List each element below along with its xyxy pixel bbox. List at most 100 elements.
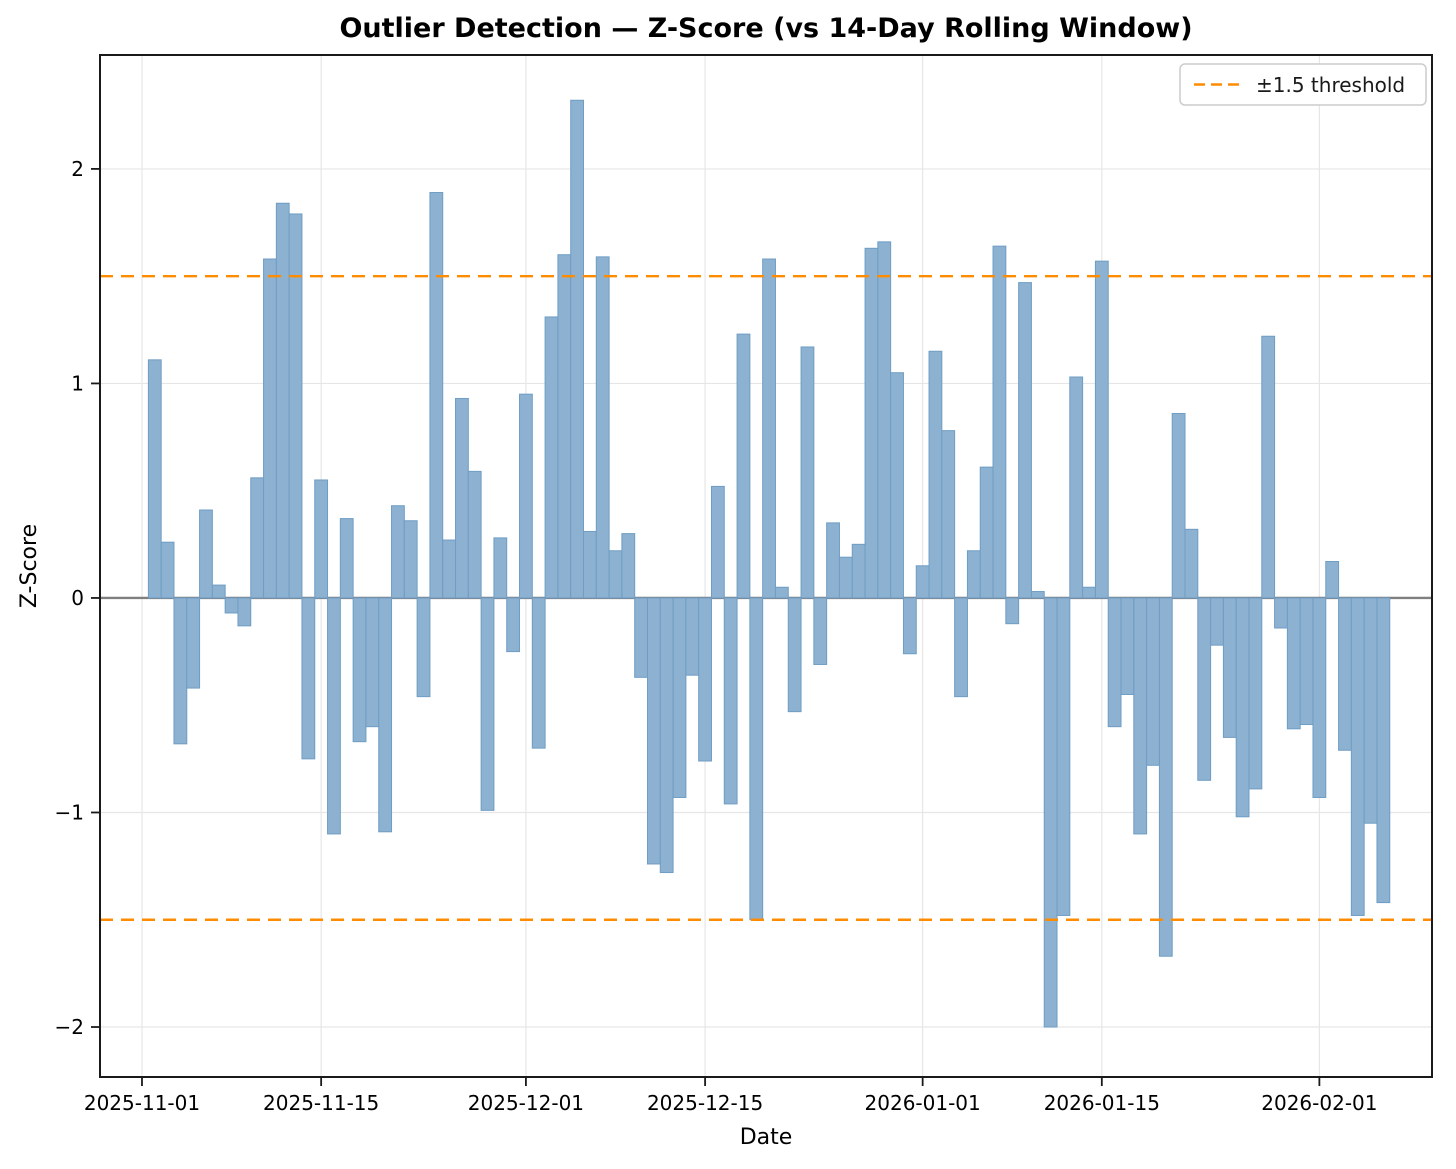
legend: ±1.5 threshold: [1179, 63, 1427, 106]
zscore-bar: [698, 597, 712, 762]
zscore-bar: [1107, 597, 1122, 728]
zscore-bar: [1082, 586, 1096, 599]
zscore-bar: [1312, 597, 1327, 798]
zscore-bar: [941, 430, 956, 599]
zscore-bar: [710, 485, 725, 599]
zscore-bar: [1030, 591, 1045, 599]
zscore-bar: [1069, 376, 1084, 599]
x-tick-label: 2026-01-15: [1044, 1091, 1160, 1115]
zscore-bar: [531, 597, 546, 749]
legend-box: [1179, 63, 1427, 106]
zscore-bar: [813, 597, 828, 665]
x-tick-label: 2026-02-01: [1261, 1091, 1377, 1115]
y-tick-label: 1: [71, 371, 84, 395]
zscore-bar: [992, 245, 1007, 599]
zscore-bar: [314, 479, 329, 599]
zscore-bar: [224, 597, 239, 614]
zscore-bar: [1248, 597, 1263, 790]
zscore-bar: [838, 556, 853, 599]
zscore-bar: [1018, 282, 1032, 599]
zscore-bar: [634, 597, 648, 678]
zscore-bar: [966, 550, 981, 599]
x-tick-label: 2025-12-01: [468, 1091, 584, 1115]
zscore-bar: [672, 597, 687, 798]
y-tick-label: 2: [71, 157, 84, 181]
y-tick-label: −2: [55, 1015, 84, 1039]
zscore-bar: [442, 539, 457, 599]
zscore-bar: [467, 470, 482, 599]
zscore-bar: [1120, 597, 1135, 696]
zscore-bar: [902, 597, 917, 655]
zscore-bar: [1350, 597, 1365, 916]
zscore-bar: [173, 597, 188, 745]
zscore-bar: [1146, 597, 1160, 766]
zscore-bar: [608, 550, 623, 599]
zscore-bar: [954, 597, 968, 698]
zscore-bar: [1171, 412, 1186, 599]
chart-title: Outlier Detection — Z-Score (vs 14-Day R…: [339, 13, 1192, 44]
zscore-bar: [544, 316, 559, 599]
zscore-bar: [199, 509, 213, 599]
x-axis-label: Date: [740, 1125, 793, 1150]
zscore-bar: [301, 597, 316, 760]
zscore-bar: [1056, 597, 1071, 916]
zscore-bar: [851, 543, 866, 599]
zscore-bar: [1133, 597, 1148, 835]
zscore-bar: [787, 597, 802, 713]
zscore-bar: [621, 533, 636, 599]
y-tick-label: 0: [71, 586, 84, 610]
zscore-bar: [595, 256, 610, 599]
zscore-bar: [1184, 528, 1199, 599]
zscore-bar: [480, 597, 495, 811]
zscore-bar: [774, 586, 789, 599]
zscore-bar: [1005, 597, 1020, 625]
zscore-bar: [506, 597, 521, 653]
legend-label: ±1.5 threshold: [1256, 73, 1405, 97]
y-axis-label: Z-Score: [17, 524, 42, 608]
zscore-bar: [391, 505, 405, 599]
zscore-bar: [877, 241, 892, 599]
zscore-bar: [749, 597, 764, 921]
zscore-bar: [455, 397, 469, 599]
zscore-bar: [493, 537, 508, 599]
y-tick-label: −1: [55, 800, 84, 824]
zscore-bar: [327, 597, 341, 835]
plot-area: 2025-11-01 2025-11-15 2025-12-01 2025-12-15…: [55, 54, 1433, 1115]
zscore-bar: [736, 333, 751, 599]
zscore-bar: [275, 202, 290, 599]
zscore-bar: [147, 359, 162, 599]
zscore-bar: [762, 258, 776, 599]
plot-border: [99, 54, 1433, 1078]
zscore-bar: [1363, 597, 1378, 824]
zscore-bar: [659, 597, 674, 874]
x-tick-label: 2025-11-15: [263, 1091, 379, 1115]
zscore-bar: [1261, 335, 1276, 599]
zscore-bar: [864, 247, 879, 599]
zscore-bar: [915, 565, 930, 599]
zscore-bar: [1043, 597, 1058, 1028]
zscore-bar: [1286, 597, 1301, 730]
zscore-bar: [557, 254, 572, 599]
x-tick-label: 2025-11-01: [84, 1091, 200, 1115]
zscore-bar: [928, 350, 943, 599]
zscore-bar: [186, 597, 201, 689]
zscore-bar: [237, 597, 252, 627]
zscore-bar: [1210, 597, 1224, 646]
zscore-bar: [160, 541, 175, 599]
zscore-bar: [1158, 597, 1173, 957]
zscore-bar: [570, 99, 585, 599]
zscore-bar: [519, 393, 533, 599]
zscore-bar: [263, 258, 277, 599]
x-tick-label: 2026-01-01: [865, 1091, 981, 1115]
zscore-bar: [685, 597, 700, 676]
zscore-bar: [403, 520, 418, 599]
zscore-bar: [1222, 597, 1237, 738]
zscore-bar: [826, 522, 840, 599]
zscore-bar: [1299, 597, 1314, 726]
zscore-bar: [723, 597, 738, 805]
zscore-bar: [378, 597, 393, 833]
zscore-bar: [429, 192, 444, 599]
bars: [147, 99, 1391, 1028]
zscore-bar: [250, 477, 265, 599]
